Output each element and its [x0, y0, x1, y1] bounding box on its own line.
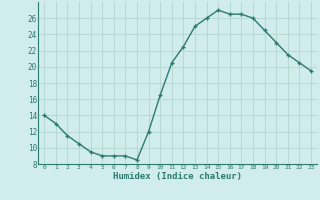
X-axis label: Humidex (Indice chaleur): Humidex (Indice chaleur): [113, 172, 242, 181]
